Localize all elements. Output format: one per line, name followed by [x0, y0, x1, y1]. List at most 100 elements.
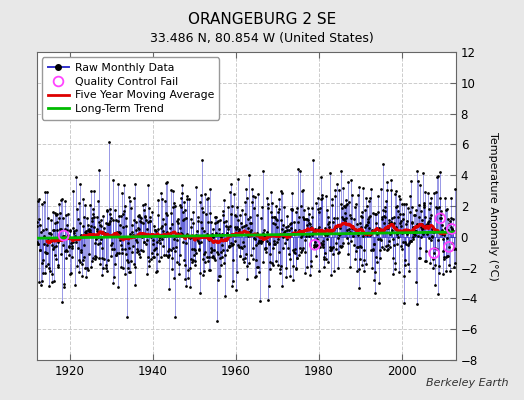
Point: [143, 225, 151, 232]
Legend: Raw Monthly Data, Quality Control Fail, Five Year Moving Average, Long-Term Tren: Raw Monthly Data, Quality Control Fail, …: [42, 58, 220, 120]
Point: [329, 219, 337, 226]
Point: [367, 231, 376, 238]
Point: [206, 218, 215, 225]
Point: [395, 268, 403, 275]
Point: [346, 214, 355, 221]
Point: [216, 234, 225, 240]
Point: [330, 268, 339, 274]
Point: [163, 253, 172, 259]
Point: [248, 186, 256, 192]
Point: [317, 240, 325, 246]
Point: [56, 236, 64, 243]
Point: [181, 276, 189, 282]
Point: [293, 205, 301, 212]
Point: [428, 226, 436, 232]
Point: [35, 196, 43, 202]
Point: [273, 239, 281, 246]
Point: [186, 265, 194, 271]
Point: [366, 232, 374, 239]
Point: [333, 214, 341, 221]
Point: [166, 229, 174, 236]
Point: [257, 214, 265, 221]
Point: [318, 242, 326, 248]
Point: [213, 218, 222, 225]
Point: [333, 181, 342, 188]
Point: [222, 247, 231, 254]
Point: [103, 257, 112, 264]
Point: [164, 254, 172, 260]
Point: [108, 177, 117, 183]
Point: [226, 181, 235, 187]
Point: [32, 223, 41, 229]
Point: [430, 250, 438, 256]
Point: [80, 242, 88, 249]
Point: [182, 240, 190, 246]
Point: [364, 219, 373, 226]
Point: [436, 214, 445, 221]
Point: [49, 278, 58, 285]
Point: [435, 270, 443, 276]
Point: [252, 272, 260, 279]
Point: [63, 222, 72, 228]
Point: [445, 268, 454, 274]
Point: [63, 248, 71, 254]
Point: [147, 234, 155, 240]
Point: [69, 238, 77, 245]
Point: [345, 229, 354, 236]
Point: [248, 199, 256, 205]
Point: [373, 231, 381, 238]
Point: [252, 257, 260, 263]
Point: [290, 226, 299, 233]
Point: [123, 235, 131, 242]
Point: [145, 258, 153, 264]
Point: [403, 261, 412, 268]
Point: [140, 206, 148, 213]
Point: [133, 239, 141, 245]
Point: [302, 216, 310, 222]
Point: [411, 231, 420, 238]
Point: [81, 229, 89, 235]
Point: [119, 182, 128, 188]
Point: [181, 283, 190, 290]
Point: [338, 214, 346, 220]
Point: [278, 190, 286, 196]
Point: [242, 222, 250, 228]
Point: [301, 270, 309, 276]
Point: [68, 245, 76, 251]
Point: [375, 229, 383, 236]
Point: [225, 222, 234, 229]
Point: [71, 235, 79, 242]
Point: [75, 200, 83, 206]
Point: [273, 224, 281, 230]
Point: [386, 230, 395, 237]
Point: [298, 232, 306, 238]
Point: [279, 232, 288, 239]
Point: [311, 242, 319, 248]
Point: [157, 195, 166, 202]
Point: [231, 212, 239, 218]
Point: [401, 201, 410, 207]
Point: [105, 139, 113, 146]
Point: [185, 234, 193, 240]
Point: [246, 229, 254, 236]
Point: [219, 208, 227, 214]
Point: [177, 230, 185, 236]
Point: [160, 231, 168, 237]
Point: [81, 202, 90, 208]
Point: [435, 169, 444, 175]
Point: [366, 213, 374, 219]
Point: [48, 246, 57, 252]
Point: [88, 215, 96, 221]
Point: [170, 200, 178, 206]
Point: [78, 260, 86, 267]
Point: [62, 212, 71, 218]
Point: [373, 258, 381, 265]
Point: [60, 226, 69, 232]
Point: [231, 224, 239, 230]
Point: [75, 220, 84, 226]
Point: [215, 254, 224, 261]
Point: [232, 226, 240, 233]
Point: [442, 268, 450, 274]
Point: [396, 211, 404, 218]
Point: [195, 239, 203, 246]
